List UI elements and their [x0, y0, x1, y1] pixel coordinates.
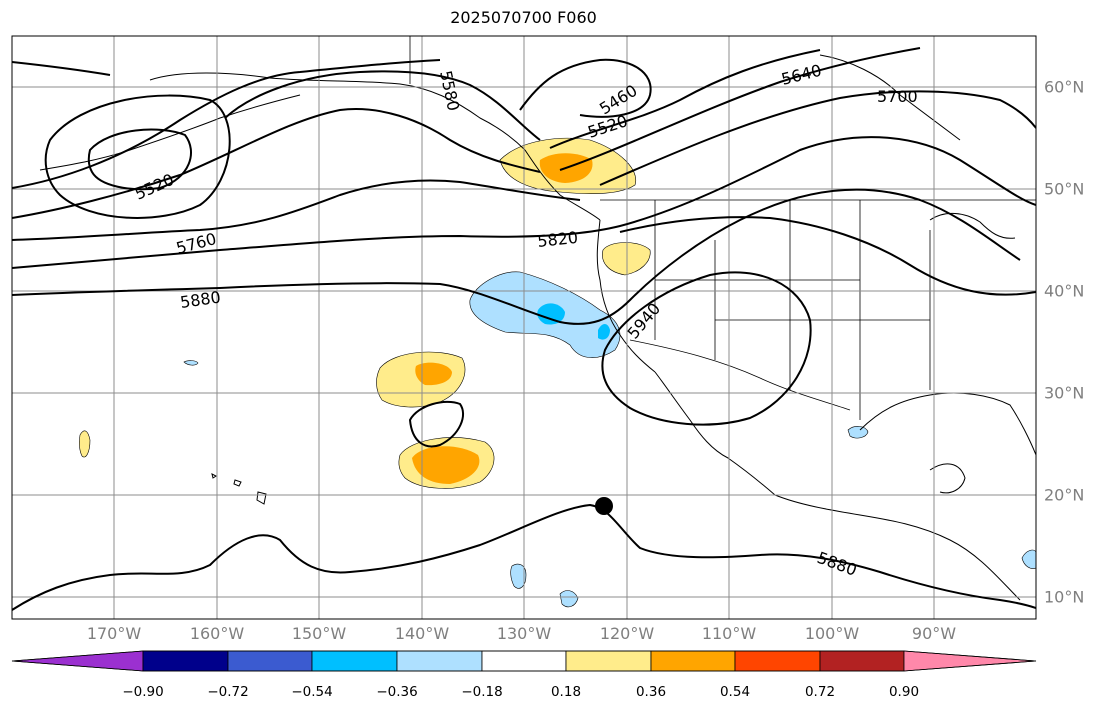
coast-us-west — [596, 219, 656, 373]
coast-great-lakes — [929, 213, 1016, 239]
colorbar-outline — [11, 650, 1037, 672]
anomaly-negative-baja — [598, 324, 610, 340]
contour-label-5700: 5700 — [877, 87, 918, 106]
political-borders — [409, 36, 1036, 420]
colorbar-bin-7 — [650, 650, 736, 672]
island-hawaii-2 — [233, 479, 242, 487]
contour-5940-high — [601, 271, 812, 426]
lon-label-160w: 160°W — [189, 624, 245, 643]
lon-label-120w: 120°W — [599, 624, 655, 643]
figure-title: 2025070700 F060 — [450, 8, 597, 27]
lon-label-90w: 90°W — [911, 624, 957, 643]
colorbar-extend-max — [903, 650, 1037, 672]
lon-label-150w: 150°W — [291, 624, 347, 643]
contour-5460-low — [519, 58, 652, 118]
colorbar-bin-1 — [142, 650, 229, 672]
coast-hudson — [819, 54, 961, 141]
anomaly-positive-west-pacific — [79, 430, 91, 458]
anomaly-negative-california-core — [537, 303, 565, 325]
colorbar-bin-5 — [481, 650, 567, 672]
contour-5760 — [12, 179, 581, 241]
colorbar-tick-0-54: 0.54 — [719, 684, 751, 700]
colorbar-tick-neg-0-72: −0.72 — [207, 684, 249, 700]
island-hawaii-1 — [211, 473, 217, 479]
anomaly-positive-pacific-upper-core — [415, 362, 452, 386]
lat-label-40n: 40°N — [1044, 281, 1085, 301]
contour-5700 — [599, 90, 1036, 186]
graticule — [12, 36, 1036, 619]
colorbar-bin-8 — [734, 650, 821, 672]
lon-label-130w: 130°W — [496, 624, 552, 643]
anomaly-negative-gulf — [847, 426, 869, 439]
coast-yucatan — [929, 463, 966, 494]
contour-5820 — [12, 136, 1036, 269]
anomaly-negative-east-edge — [1021, 549, 1036, 569]
anomaly-positive-pacific-lower-core — [412, 446, 480, 484]
contour-5520-a — [224, 70, 541, 141]
colorbar — [11, 650, 1037, 672]
lon-label-170w: 170°W — [86, 624, 142, 643]
contour-aleutian-low-inner — [87, 128, 192, 191]
lat-label-30n: 30°N — [1044, 383, 1085, 403]
contour-5880-east — [619, 216, 1036, 296]
colorbar-tick-0-36: 0.36 — [635, 684, 667, 700]
contour-aleutian-low-outer — [44, 94, 231, 219]
colorbar-tick-neg-0-90: −0.90 — [122, 684, 164, 700]
contour-5880-north — [12, 188, 1021, 325]
map-border — [11, 35, 1037, 620]
contour-5520-b — [549, 49, 821, 149]
anomaly-negative-tiny — [183, 360, 199, 366]
location-marker — [595, 497, 613, 515]
contour-north-1 — [12, 61, 111, 76]
coast-mexico — [774, 494, 1021, 601]
colorbar-bin-3 — [311, 650, 398, 672]
contour-small-low — [408, 400, 465, 448]
colorbar-tick-neg-0-18: −0.18 — [461, 684, 503, 700]
lon-label-110w: 110°W — [701, 624, 757, 643]
contour-5760-north — [12, 108, 541, 219]
colorbar-tick-0-90: 0.90 — [888, 684, 920, 700]
colorbar-tick-neg-0-36: −0.36 — [376, 684, 418, 700]
island-hawaii-3 — [256, 491, 267, 505]
border-us-mexico — [629, 339, 851, 411]
colorbar-tick-0-18: 0.18 — [550, 684, 582, 700]
colorbar-bin-6 — [565, 650, 652, 672]
coast-alaska — [149, 72, 526, 151]
colorbar-bin-9 — [819, 650, 905, 672]
colorbar-tick-0-72: 0.72 — [804, 684, 836, 700]
contour-5880-south — [12, 503, 1036, 611]
height-contours — [12, 47, 1036, 611]
lon-label-100w: 100°W — [804, 624, 860, 643]
colorbar-bin-4 — [396, 650, 483, 672]
lat-label-10n: 10°N — [1044, 587, 1085, 607]
anomaly-positive-nevada — [602, 242, 651, 276]
colorbar-extend-min — [11, 650, 144, 672]
lon-label-140w: 140°W — [394, 624, 450, 643]
colorbar-bin-2 — [227, 650, 313, 672]
coastlines — [39, 54, 1036, 601]
anomaly-negative-small-2 — [559, 590, 579, 608]
lat-label-50n: 50°N — [1044, 179, 1085, 199]
contour-label-5820: 5820 — [536, 228, 578, 251]
coast-canada-west — [524, 149, 601, 221]
colorbar-tick-neg-0-54: −0.54 — [291, 684, 333, 700]
lat-label-20n: 20°N — [1044, 485, 1085, 505]
coast-aleutians — [39, 94, 301, 171]
anomaly-negative-small-1 — [510, 563, 527, 589]
lat-label-60n: 60°N — [1044, 77, 1085, 97]
contour-north-2 — [12, 59, 441, 189]
contour-5640 — [559, 47, 921, 171]
